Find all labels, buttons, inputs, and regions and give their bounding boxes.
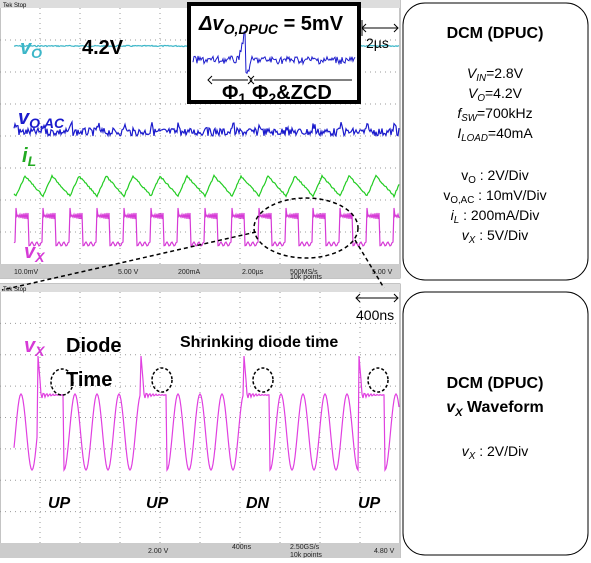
symbol: Φ — [252, 82, 268, 104]
figure: ΔvO,DPUC = 5mV Φ1 Φ2&ZCD Tek Stop vO 4.2… — [0, 0, 591, 558]
value: : 5V/Div — [475, 227, 528, 243]
subscript: 1 — [238, 90, 246, 106]
value: =4.2V — [485, 85, 523, 101]
readout-value: 10k points — [290, 552, 322, 558]
info-title: DCM (DPUC) — [447, 375, 544, 392]
vo-level: 4.2V — [82, 37, 124, 59]
subscript: 2 — [268, 90, 276, 106]
symbol: Φ — [222, 82, 238, 104]
readout-value: 2.50GS/s — [290, 544, 320, 551]
subscript: O,AC — [450, 195, 474, 206]
info-title: DCM (DPUC) — [447, 25, 544, 42]
info-box-bottom — [403, 292, 588, 555]
status: Tek Stop — [3, 3, 27, 9]
readout-value: 2.00 V — [148, 548, 169, 555]
value: = 5mV — [278, 13, 344, 35]
value: : 200mA/Div — [459, 207, 539, 223]
readout-value: 200mA — [178, 269, 201, 276]
value: : 2V/Div — [475, 443, 528, 459]
subscript: O — [31, 45, 42, 61]
subscript: LOAD — [461, 133, 488, 144]
pulse-label: UP — [358, 495, 381, 512]
timescale: 2µs — [366, 35, 389, 51]
subscript: L — [28, 153, 37, 169]
status: Tek Stop — [3, 287, 27, 293]
subscript: X — [34, 343, 46, 359]
bottom-scope-frame — [0, 284, 400, 558]
readout-value: 10k points — [290, 274, 322, 281]
subscript: O,AC — [29, 115, 65, 131]
value: : 10mV/Div — [474, 187, 546, 203]
symbol: v — [443, 187, 450, 203]
bottom-scope-header — [0, 284, 400, 292]
symbol: Δv — [198, 13, 225, 35]
subscript: X — [34, 249, 46, 265]
readout-value: 10.0mV — [14, 269, 38, 276]
readout-value: 2.00µs — [242, 269, 264, 276]
value: =2.8V — [486, 65, 524, 81]
subscript: O,DPUC — [224, 21, 279, 37]
value: &ZCD — [276, 82, 332, 104]
inset: ΔvO,DPUC = 5mV Φ1 Φ2&ZCD — [189, 4, 359, 106]
timescale: 400ns — [356, 307, 394, 323]
pulse-label: DN — [246, 495, 270, 512]
readout-value: 5.00 V — [118, 269, 139, 276]
diode-label: Diode — [66, 335, 122, 357]
pulse-label: UP — [48, 495, 71, 512]
value: =700kHz — [477, 105, 533, 121]
readout-value: 4.80 V — [374, 548, 395, 555]
value: =40mA — [488, 125, 533, 141]
readout-value: 400ns — [232, 544, 252, 551]
bottom-scope-readout-bar — [0, 543, 400, 558]
value: : 2V/Div — [476, 167, 529, 183]
shrinking-label: Shrinking diode time — [180, 334, 338, 351]
value: Waveform — [463, 399, 544, 416]
pulse-label: UP — [146, 495, 169, 512]
phase2: Φ2&ZCD — [252, 82, 332, 106]
symbol: v — [461, 167, 468, 183]
